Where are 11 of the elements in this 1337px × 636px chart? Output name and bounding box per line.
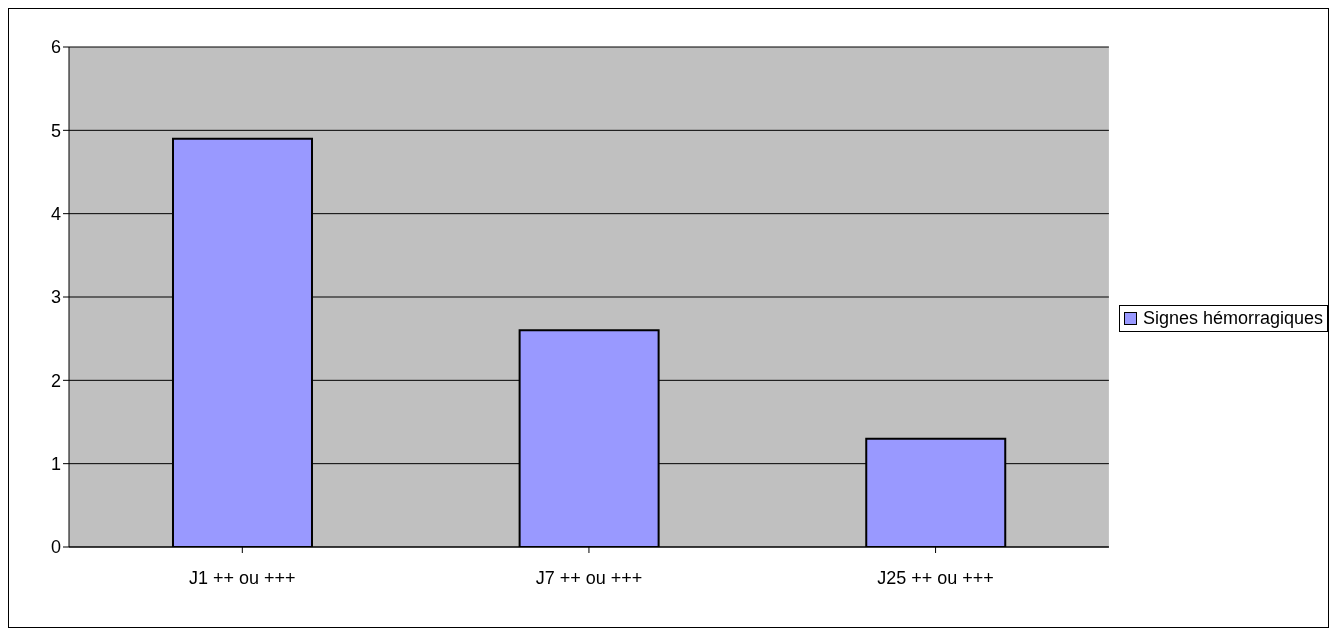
- y-tick-label: 1: [50, 454, 61, 475]
- x-tick-label: J25 ++ ou +++: [877, 567, 994, 588]
- y-tick-label: 3: [50, 287, 61, 308]
- x-tick-label: J1 ++ ou +++: [189, 567, 296, 588]
- y-tick-label: 0: [50, 537, 61, 558]
- x-tick-label: J7 ++ ou +++: [535, 567, 643, 588]
- y-tick-label: 6: [50, 37, 61, 58]
- y-tick-label: 4: [50, 204, 61, 225]
- y-tick-label: 2: [50, 370, 61, 391]
- legend-label: Signes hémorragiques: [1142, 307, 1323, 329]
- y-tick-label: 5: [50, 120, 61, 141]
